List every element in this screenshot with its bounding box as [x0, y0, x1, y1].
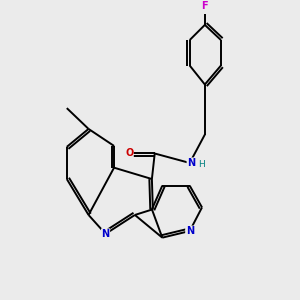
Text: N: N: [186, 226, 194, 236]
Text: N: N: [101, 229, 110, 239]
Text: O: O: [125, 148, 133, 158]
Text: H: H: [198, 160, 205, 169]
Text: F: F: [202, 2, 208, 11]
Text: N: N: [187, 158, 195, 168]
